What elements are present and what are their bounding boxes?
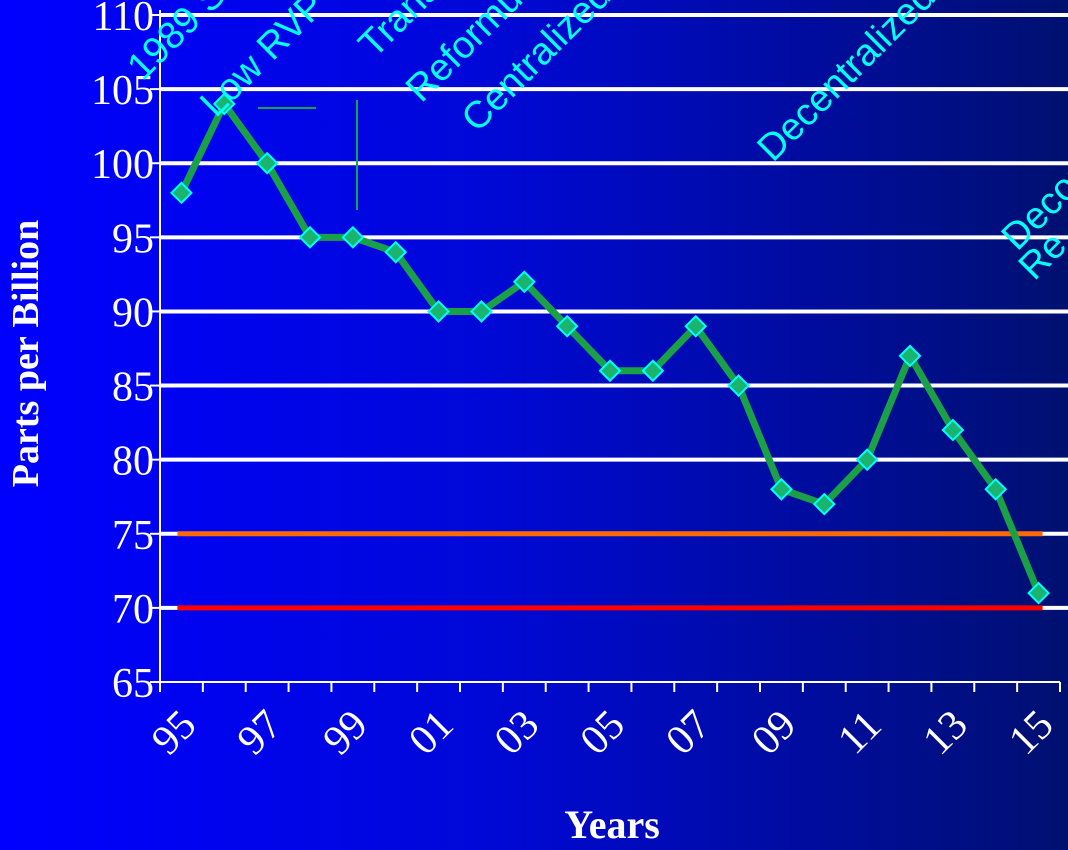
y-tick-label: 110	[93, 0, 154, 40]
data-point-2001	[427, 300, 450, 323]
data-point-2008	[727, 374, 750, 397]
y-tick-label: 90	[112, 290, 154, 336]
x-tick-label: 03	[486, 702, 548, 764]
data-point-2010	[812, 492, 836, 516]
data-point-2013	[941, 418, 965, 442]
x-axis-title: Years	[564, 802, 660, 847]
data-point-1998	[298, 225, 322, 249]
y-tick-label: 95	[112, 216, 154, 262]
x-tick-label: 13	[915, 702, 977, 764]
y-tick-label: 105	[91, 68, 154, 114]
data-point-2004	[555, 314, 579, 338]
data-point-1996	[212, 92, 236, 116]
y-tick-label: 70	[112, 587, 154, 633]
x-tick-label: 11	[829, 702, 890, 763]
x-tick-label: 15	[1000, 702, 1062, 764]
y-tick-label: 65	[112, 661, 154, 707]
data-point-2002	[470, 300, 493, 323]
data-point-1999	[341, 225, 365, 249]
data-point-2000	[384, 240, 408, 264]
data-point-2009	[770, 477, 793, 501]
data-point-2014	[984, 477, 1008, 501]
annotation-label: Decentralized I/M	[750, 0, 989, 170]
data-point-2012	[898, 344, 922, 368]
y-tick-label: 85	[112, 365, 154, 411]
y-axis-title: Parts per Billion	[5, 220, 47, 487]
data-point-2003	[512, 270, 536, 294]
x-tick-label: 09	[743, 702, 805, 764]
x-tick-label: 95	[143, 702, 205, 764]
y-tick-label: 80	[112, 439, 154, 485]
x-tick-label: 05	[572, 702, 634, 764]
data-point-1997	[255, 151, 279, 175]
y-tick-label: 75	[112, 513, 154, 559]
x-tick-label: 01	[400, 702, 462, 764]
data-point-2007	[684, 314, 708, 338]
x-tick-label: 97	[229, 702, 291, 764]
x-tick-label: 99	[315, 702, 377, 764]
data-point-2011	[855, 448, 879, 472]
y-tick-label: 100	[91, 142, 154, 188]
x-tick-label: 07	[657, 702, 719, 764]
data-point-1995	[170, 181, 193, 205]
data-point-2015	[1027, 581, 1050, 605]
data-point-2005	[598, 359, 622, 383]
data-point-2006	[641, 359, 665, 383]
